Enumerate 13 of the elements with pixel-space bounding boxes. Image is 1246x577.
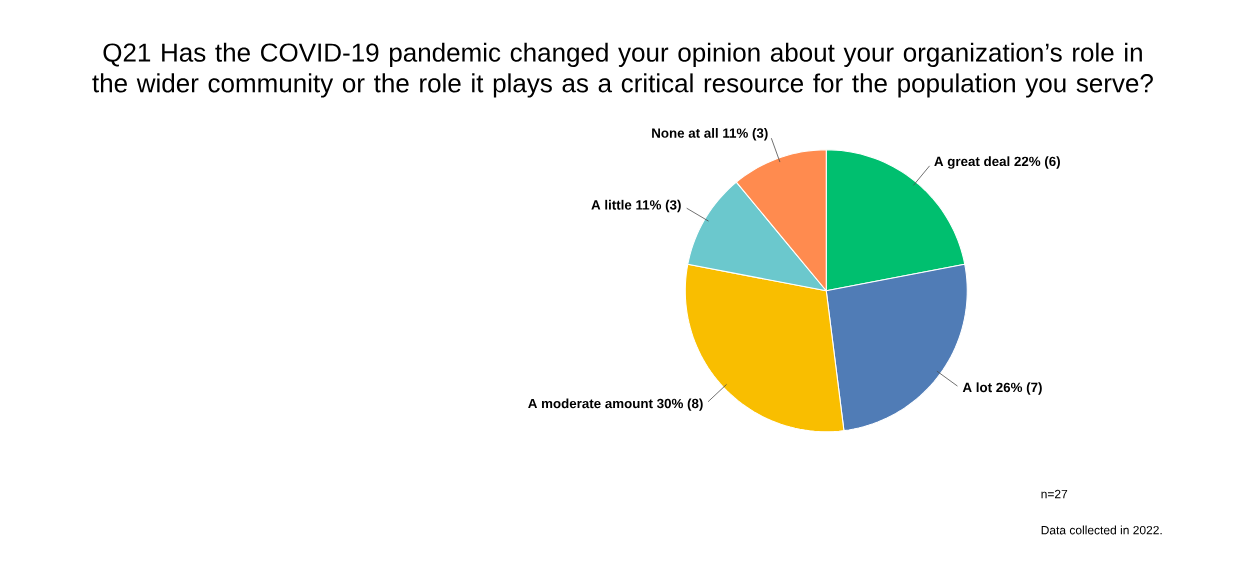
data-label: 11% (3) xyxy=(723,128,768,141)
slice-label: A little xyxy=(591,199,632,210)
data-label: 30% (8) xyxy=(657,398,703,411)
chart-title: Q21 Has the COVID-19 pandemic changed your opinion about your organization’s role in the wider community or the role it plays as a critical resource for the population you serve? xyxy=(92,42,1153,98)
data-label: 11% (3) xyxy=(636,199,681,213)
slice-label: A moderate amount xyxy=(528,398,653,409)
text: n=27 xyxy=(1041,489,1068,499)
slice-label: A great deal xyxy=(934,156,1010,169)
slice-label: A lot xyxy=(962,382,992,393)
text: Data collected in 2022. xyxy=(1041,525,1162,535)
data-label: 22% (6) xyxy=(1014,156,1060,169)
slice-label: None at all xyxy=(652,128,718,138)
data-label: 26% (7) xyxy=(996,382,1042,395)
